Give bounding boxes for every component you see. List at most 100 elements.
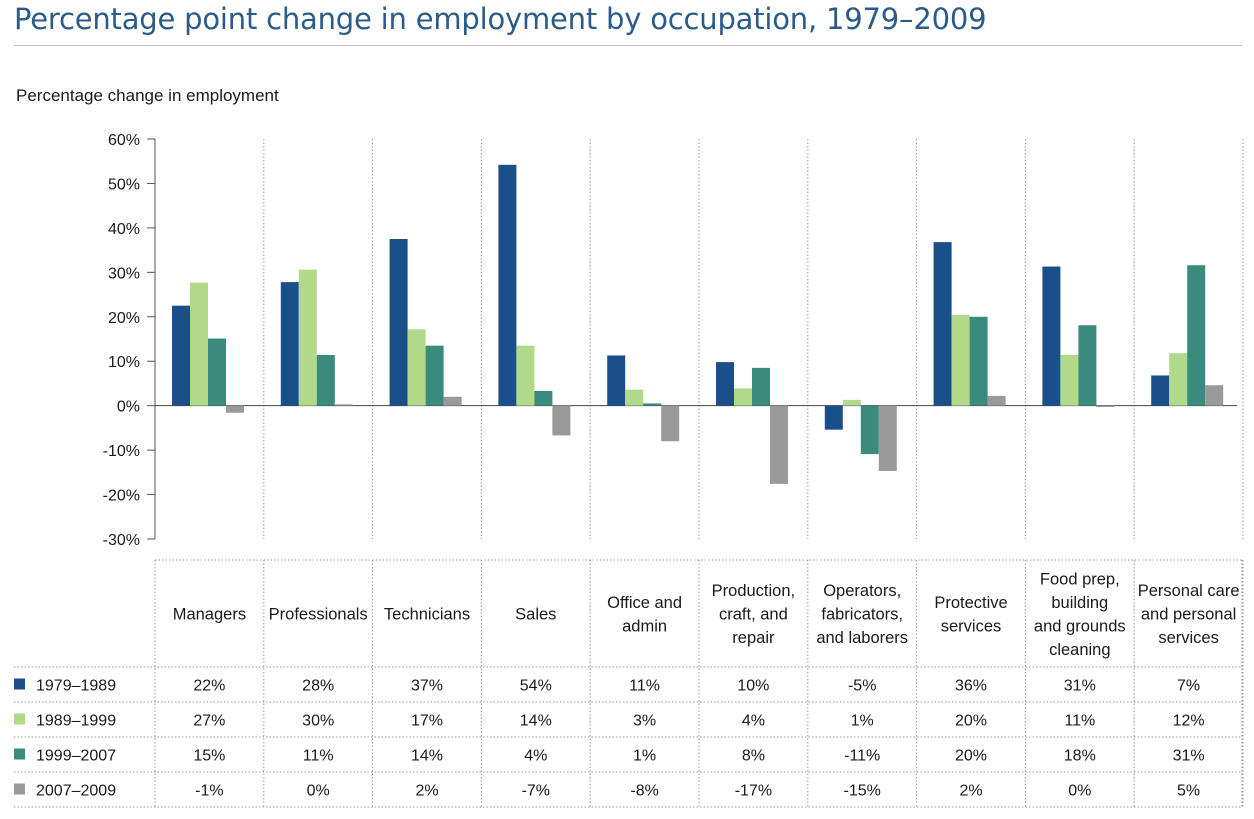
category-label: Personal care (1138, 582, 1240, 600)
legend-swatch (14, 713, 25, 725)
table-value: -11% (844, 748, 880, 765)
category-label: repair (732, 629, 775, 647)
y-tick-label: -30% (103, 532, 140, 549)
category-label: Production, (712, 582, 795, 600)
table-value: 11% (303, 748, 334, 765)
y-tick-label: 40% (108, 221, 140, 238)
y-axis-label: Percentage change in employment (16, 86, 279, 105)
table-value: 5% (1177, 783, 1200, 800)
bar (842, 399, 861, 406)
bar (298, 269, 317, 406)
table-value: 3% (633, 713, 656, 730)
category-label: Managers (173, 606, 246, 624)
category-label: services (1158, 629, 1219, 647)
bar (1205, 385, 1224, 406)
table-value: -7% (522, 783, 550, 800)
table-value: 18% (1064, 748, 1096, 765)
bar (643, 403, 662, 406)
bars (172, 164, 1224, 484)
bar (389, 239, 408, 406)
table-value: 30% (302, 713, 334, 730)
bar (190, 282, 208, 406)
table-value: 31% (1173, 748, 1205, 765)
category-label: Operators, (823, 582, 901, 600)
y-tick-label: -10% (103, 443, 140, 460)
bar (226, 405, 244, 413)
category-label: fabricators, (821, 606, 903, 624)
category-label: craft, and (719, 606, 788, 624)
category-label: Office and (607, 594, 682, 612)
table-value: 0% (1068, 783, 1091, 800)
category-label: cleaning (1049, 641, 1110, 659)
bar (280, 282, 299, 406)
legend-swatch (14, 748, 25, 760)
table-value: 1% (633, 748, 656, 765)
bar (1096, 405, 1115, 407)
table-value: -17% (735, 783, 772, 800)
table-value: 14% (520, 713, 552, 730)
bar (498, 164, 517, 406)
y-axis: 60% 50% 40% 30% 20% 10% 0% -10% -20% -30% (103, 132, 156, 549)
bar (1078, 325, 1097, 406)
bar (516, 345, 535, 406)
table-value: 27% (193, 713, 225, 730)
bar (878, 405, 897, 471)
table-value: 11% (1064, 713, 1095, 730)
table-value: 2% (415, 783, 438, 800)
table-value: 11% (629, 678, 660, 695)
y-tick-label: 30% (108, 265, 140, 282)
bar (208, 338, 226, 406)
bar (443, 396, 462, 406)
category-label: and personal (1141, 606, 1236, 624)
category-label: Professionals (269, 606, 368, 624)
table-value: 17% (411, 713, 443, 730)
bar (716, 362, 734, 406)
bar (172, 305, 190, 406)
category-label: Protective (934, 594, 1007, 612)
bar (1169, 353, 1188, 406)
table-value: 10% (737, 678, 769, 695)
table-value: 12% (1173, 713, 1205, 730)
legend-label: 1979–1989 (36, 678, 116, 695)
y-tick-label: 50% (108, 176, 140, 193)
table-value: -8% (630, 783, 658, 800)
bar (1042, 266, 1061, 406)
bar (987, 395, 1006, 406)
bar (752, 367, 770, 406)
bar (1060, 355, 1079, 406)
bar (661, 405, 680, 442)
table-value: 14% (411, 748, 443, 765)
bar (425, 345, 444, 406)
table-value: -5% (848, 678, 876, 695)
table-value: -15% (844, 783, 881, 800)
bar (1151, 375, 1170, 406)
table-value: 1% (851, 713, 874, 730)
table-value: 7% (1177, 678, 1200, 695)
grid-lines (155, 139, 1244, 539)
chart-title: Percentage point change in employment by… (14, 2, 987, 36)
table-value: 28% (302, 678, 334, 695)
table-value: 22% (193, 678, 225, 695)
table-value: 2% (959, 783, 982, 800)
bar (770, 405, 788, 484)
data-table: Managers Professionals Technicians Sales Off… (14, 559, 1244, 808)
category-label: admin (622, 617, 667, 635)
bar (734, 388, 752, 406)
bar (933, 242, 952, 406)
bar (860, 405, 879, 455)
category-label: Technicians (384, 606, 470, 624)
y-tick-label: 60% (108, 132, 140, 149)
bar (625, 389, 644, 406)
table-value: 20% (955, 748, 987, 765)
bar (969, 316, 988, 406)
legend-swatch (14, 678, 25, 690)
table-value: 37% (411, 678, 443, 695)
category-label: and laborers (816, 629, 908, 647)
y-tick-label: 10% (108, 354, 140, 371)
category-label: and grounds (1034, 617, 1126, 635)
bar (552, 405, 571, 436)
bar (407, 329, 426, 406)
bar (534, 391, 553, 406)
bar (824, 405, 843, 430)
